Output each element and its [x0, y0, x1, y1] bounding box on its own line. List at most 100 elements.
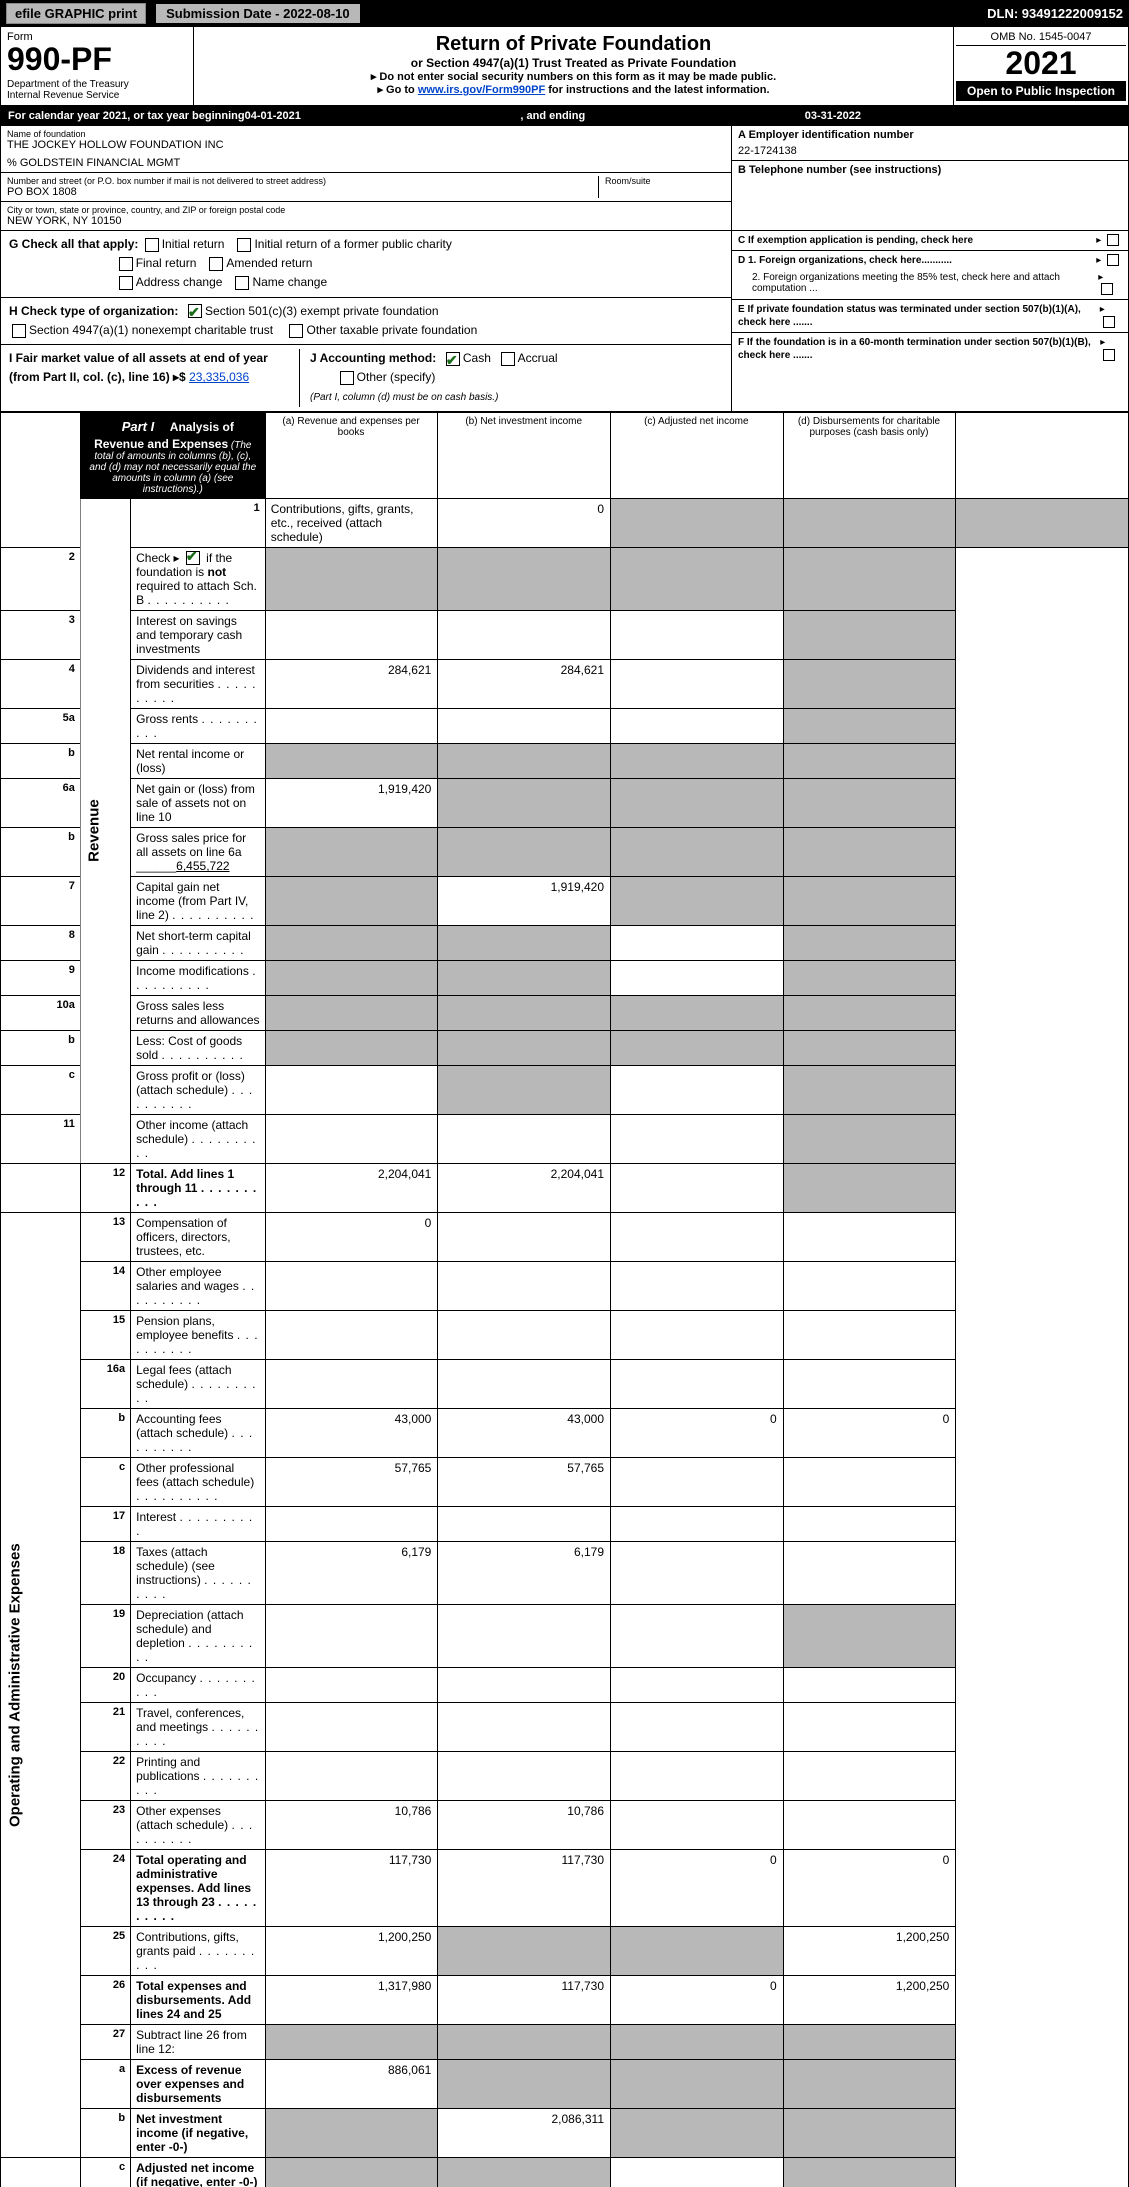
- chk-e[interactable]: [1103, 316, 1115, 328]
- opt-address: Address change: [136, 275, 223, 289]
- chk-cash[interactable]: [446, 352, 460, 366]
- chk-final-return[interactable]: [119, 257, 133, 271]
- r27b-num: b: [80, 2109, 130, 2158]
- cal-prefix: For calendar year 2021, or tax year begi…: [8, 110, 245, 122]
- r1-num: 1: [131, 498, 266, 547]
- opt-initial-former: Initial return of a former public charit…: [254, 237, 451, 251]
- room-label: Room/suite: [605, 176, 725, 186]
- r26-d: 1,200,250: [783, 1976, 956, 2025]
- r10b-num: b: [1, 1031, 81, 1066]
- cal-end: 03-31-2022: [805, 110, 861, 122]
- city-state-zip: NEW YORK, NY 10150: [7, 215, 725, 227]
- r10a-num: 10a: [1, 996, 81, 1031]
- r24-d: 0: [783, 1850, 956, 1927]
- r18-b: 6,179: [438, 1542, 611, 1605]
- r17-num: 17: [80, 1507, 130, 1542]
- r16c-a: 57,765: [265, 1458, 438, 1507]
- chk-d2[interactable]: [1101, 283, 1113, 295]
- r4-desc: Dividends and interest from securities: [131, 660, 266, 709]
- r23-b: 10,786: [438, 1801, 611, 1850]
- r27b-b: 2,086,311: [438, 2109, 611, 2158]
- r6a-desc: Net gain or (loss) from sale of assets n…: [131, 779, 266, 828]
- r26-b: 117,730: [438, 1976, 611, 2025]
- opt-name-change: Name change: [252, 275, 327, 289]
- r13-num: 13: [80, 1213, 130, 1262]
- r14-desc: Other employee salaries and wages: [131, 1262, 266, 1311]
- r24-b: 117,730: [438, 1850, 611, 1927]
- name-label: Name of foundation: [7, 129, 725, 139]
- r20-desc: Occupancy: [131, 1668, 266, 1703]
- form-title: Return of Private Foundation: [204, 33, 943, 56]
- chk-initial-return[interactable]: [145, 238, 159, 252]
- r27-desc: Subtract line 26 from line 12:: [131, 2025, 266, 2060]
- open-public-badge: Open to Public Inspection: [956, 81, 1126, 101]
- r23-desc: Other expenses (attach schedule): [131, 1801, 266, 1850]
- r3-desc: Interest on savings and temporary cash i…: [131, 611, 266, 660]
- submission-date: Submission Date - 2022-08-10: [156, 4, 360, 23]
- d1-label: D 1. Foreign organizations, check here..…: [738, 254, 952, 267]
- r12-a: 2,204,041: [265, 1164, 438, 1213]
- r4-num: 4: [1, 660, 81, 709]
- chk-f[interactable]: [1103, 349, 1115, 361]
- r7-num: 7: [1, 877, 81, 926]
- r19-desc: Depreciation (attach schedule) and deple…: [131, 1605, 266, 1668]
- r5b-desc: Net rental income or (loss): [131, 744, 266, 779]
- chk-other-method[interactable]: [340, 371, 354, 385]
- r16b-num: b: [80, 1409, 130, 1458]
- form-number: 990-PF: [7, 43, 187, 75]
- r12-desc: Total. Add lines 1 through 11: [131, 1164, 266, 1213]
- chk-4947[interactable]: [12, 324, 26, 338]
- r11-num: 11: [1, 1115, 81, 1164]
- fmv-value[interactable]: 23,335,036: [189, 370, 249, 384]
- cal-mid: , and ending: [301, 110, 805, 122]
- r22-num: 22: [80, 1752, 130, 1801]
- instructions-link[interactable]: www.irs.gov/Form990PF: [418, 84, 545, 96]
- r6b-num: b: [1, 828, 81, 877]
- dln-number: DLN: 93491222009152: [987, 6, 1123, 21]
- r22-desc: Printing and publications: [131, 1752, 266, 1801]
- chk-schb[interactable]: [186, 551, 200, 565]
- e-label: E If private foundation status was termi…: [738, 303, 1100, 329]
- g-label: G Check all that apply:: [9, 237, 138, 251]
- chk-d1[interactable]: [1107, 254, 1119, 266]
- ssn-warning: ▸ Do not enter social security numbers o…: [204, 70, 943, 83]
- chk-accrual[interactable]: [501, 352, 515, 366]
- chk-name-change[interactable]: [235, 276, 249, 290]
- chk-501c3[interactable]: [188, 304, 202, 318]
- r26-a: 1,317,980: [265, 1976, 438, 2025]
- r21-desc: Travel, conferences, and meetings: [131, 1703, 266, 1752]
- r1-desc: Contributions, gifts, grants, etc., rece…: [265, 498, 438, 547]
- r5b-num: b: [1, 744, 81, 779]
- form-subtitle: or Section 4947(a)(1) Trust Treated as P…: [204, 56, 943, 70]
- part1-table: Part I Analysis of Revenue and Expenses …: [0, 412, 1129, 2187]
- r15-num: 15: [80, 1311, 130, 1360]
- r16c-desc: Other professional fees (attach schedule…: [131, 1458, 266, 1507]
- r27-num: 27: [80, 2025, 130, 2060]
- r10c-desc: Gross profit or (loss) (attach schedule): [131, 1066, 266, 1115]
- chk-amended[interactable]: [209, 257, 223, 271]
- entity-block: Name of foundation THE JOCKEY HOLLOW FOU…: [0, 126, 1129, 231]
- revenue-side-label: Revenue: [80, 498, 130, 1164]
- part1-badge: Part I: [112, 416, 165, 437]
- r13-a: 0: [265, 1213, 438, 1262]
- opt-cash: Cash: [463, 351, 491, 365]
- col-d-header: (d) Disbursements for charitable purpose…: [783, 412, 956, 498]
- r16b-a: 43,000: [265, 1409, 438, 1458]
- instructions-line: ▸ Go to www.irs.gov/Form990PF for instru…: [204, 83, 943, 96]
- r18-a: 6,179: [265, 1542, 438, 1605]
- opt-initial: Initial return: [162, 237, 225, 251]
- opt-other-taxable: Other taxable private foundation: [306, 323, 477, 337]
- r27a-desc: Excess of revenue over expenses and disb…: [131, 2060, 266, 2109]
- chk-address-change[interactable]: [119, 276, 133, 290]
- chk-other-taxable[interactable]: [289, 324, 303, 338]
- chk-initial-former[interactable]: [237, 238, 251, 252]
- r4-b: 284,621: [438, 660, 611, 709]
- city-label: City or town, state or province, country…: [7, 205, 725, 215]
- opt-501c3: Section 501(c)(3) exempt private foundat…: [205, 304, 438, 318]
- chk-c[interactable]: [1107, 234, 1119, 246]
- ein-label: A Employer identification number: [738, 129, 1122, 141]
- r16b-c: 0: [611, 1409, 784, 1458]
- efile-print-btn[interactable]: efile GRAPHIC print: [6, 3, 146, 24]
- r10b-desc: Less: Cost of goods sold: [131, 1031, 266, 1066]
- r20-num: 20: [80, 1668, 130, 1703]
